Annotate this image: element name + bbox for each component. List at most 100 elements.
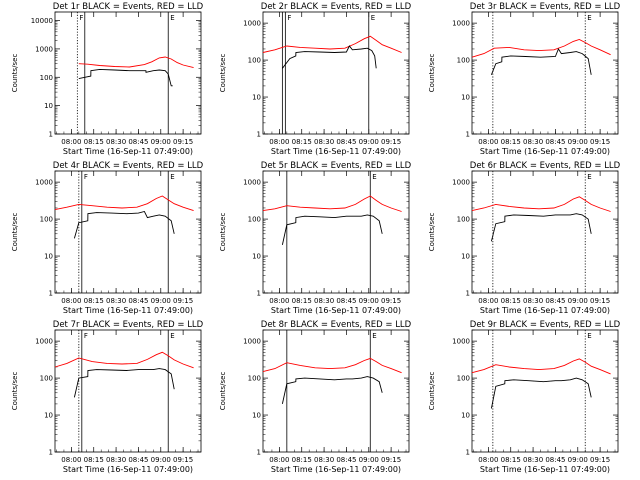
y-tick-label: 100: [248, 216, 261, 224]
chart-panel-1: Det 1r BLACK = Events, RED = LLD 1 10 100 10…: [11, 2, 204, 156]
x-tick-label: 08:00: [269, 138, 289, 146]
time-marker-label: F: [84, 173, 88, 181]
time-marker-label: E: [170, 14, 174, 22]
x-tick-label: 08:15: [501, 297, 521, 305]
y-tick-label: 1000: [452, 179, 470, 187]
x-tick-label: 09:00: [568, 297, 588, 305]
x-tick-label: 08:15: [84, 456, 104, 464]
time-marker-label: F: [79, 14, 83, 22]
x-tick-label: 09:15: [381, 297, 401, 305]
y-tick-label: 1000: [452, 338, 470, 346]
lld-series-line: [262, 35, 402, 53]
x-tick-label: 08:45: [336, 297, 356, 305]
events-series-line: [490, 48, 592, 75]
x-tick-label: 08:30: [106, 138, 126, 146]
events-series-line: [282, 45, 377, 69]
x-tick-label: 08:00: [61, 297, 81, 305]
x-tick-label: 08:45: [336, 138, 356, 146]
y-axis-label: Counts/sec: [219, 372, 227, 411]
lld-series-line: [78, 56, 194, 69]
chart-panel-2: Det 2r BLACK = Events, RED = LLD 1 10 100 10…: [219, 2, 412, 156]
y-tick-label: 10: [252, 94, 261, 102]
events-series-line: [78, 68, 173, 87]
chart-title: Det 4r BLACK = Events, RED = LLD: [53, 161, 204, 171]
y-axis-label: Counts/sec: [11, 213, 19, 252]
time-marker-label: E: [587, 332, 591, 340]
events-series-line: [281, 376, 383, 404]
y-tick-label: 1: [49, 290, 53, 298]
x-tick-label: 09:15: [590, 297, 610, 305]
y-axis-label: Counts/sec: [428, 54, 436, 93]
chart-panel-5: Det 5r BLACK = Events, RED = LLD 1 10 100 10…: [219, 161, 412, 315]
y-tick-label: 1: [466, 131, 470, 139]
x-axis-label: Start Time (16-Sep-11 07:49:00): [63, 465, 193, 474]
y-tick-label: 1: [466, 290, 470, 298]
time-marker-label: E: [587, 173, 591, 181]
time-marker-label: E: [372, 173, 376, 181]
x-tick-label: 09:15: [381, 138, 401, 146]
x-tick-label: 08:30: [523, 297, 543, 305]
time-marker-label: E: [371, 14, 375, 22]
chart-panel-4: Det 4r BLACK = Events, RED = LLD 1 10 100 10…: [11, 161, 204, 315]
x-tick-label: 08:30: [523, 138, 543, 146]
plot-frame: [54, 329, 202, 453]
x-tick-label: 09:15: [173, 456, 193, 464]
y-tick-label: 100: [40, 375, 53, 383]
y-tick-label: 1: [49, 131, 53, 139]
x-tick-label: 08:00: [478, 456, 498, 464]
x-tick-label: 08:30: [314, 456, 334, 464]
x-tick-label: 08:00: [61, 138, 81, 146]
lld-series-line: [471, 358, 611, 375]
lld-series-line: [262, 357, 402, 374]
events-series-line: [490, 213, 592, 242]
y-axis-label: Counts/sec: [428, 372, 436, 411]
x-axis-label: Start Time (16-Sep-11 07:49:00): [271, 147, 401, 156]
x-tick-label: 08:45: [128, 456, 148, 464]
y-tick-label: 1: [257, 449, 261, 457]
plot-frame: [471, 170, 619, 294]
x-tick-label: 09:15: [381, 456, 401, 464]
x-axis-label: Start Time (16-Sep-11 07:49:00): [63, 147, 193, 156]
y-axis-label: Counts/sec: [11, 372, 19, 411]
x-tick-label: 08:00: [61, 456, 81, 464]
x-tick-label: 08:00: [478, 138, 498, 146]
plot-frame: [262, 170, 410, 294]
y-tick-label: 10: [461, 412, 470, 420]
time-marker-label: F: [84, 332, 88, 340]
x-tick-label: 08:00: [269, 297, 289, 305]
x-tick-label: 08:15: [501, 456, 521, 464]
x-tick-label: 09:15: [173, 138, 193, 146]
x-tick-label: 08:15: [292, 456, 312, 464]
lld-series-line: [54, 195, 194, 212]
x-tick-label: 08:45: [545, 456, 565, 464]
y-tick-label: 100: [40, 216, 53, 224]
x-tick-label: 08:15: [84, 138, 104, 146]
y-tick-label: 1000: [243, 179, 261, 187]
x-tick-label: 09:00: [151, 456, 171, 464]
plot-frame: [262, 11, 410, 135]
x-tick-label: 08:45: [128, 138, 148, 146]
x-tick-label: 09:15: [590, 456, 610, 464]
x-axis-label: Start Time (16-Sep-11 07:49:00): [480, 147, 610, 156]
chart-title: Det 5r BLACK = Events, RED = LLD: [261, 161, 412, 171]
x-axis-label: Start Time (16-Sep-11 07:49:00): [480, 465, 610, 474]
x-axis-label: Start Time (16-Sep-11 07:49:00): [271, 465, 401, 474]
x-axis-label: Start Time (16-Sep-11 07:49:00): [271, 306, 401, 315]
x-tick-label: 08:30: [523, 456, 543, 464]
chart-panel-6: Det 6r BLACK = Events, RED = LLD 1 10 100 10…: [428, 161, 621, 315]
y-tick-label: 1: [257, 131, 261, 139]
events-series-line: [73, 368, 175, 398]
y-tick-label: 10: [252, 253, 261, 261]
x-tick-label: 09:00: [568, 138, 588, 146]
x-tick-label: 09:00: [151, 297, 171, 305]
chart-title: Det 7r BLACK = Events, RED = LLD: [53, 320, 204, 330]
x-tick-label: 09:00: [359, 138, 379, 146]
events-series-line: [490, 377, 592, 409]
x-tick-label: 09:15: [590, 138, 610, 146]
x-tick-label: 08:30: [106, 297, 126, 305]
events-series-line: [281, 214, 383, 245]
y-tick-label: 100: [457, 57, 470, 65]
x-tick-label: 08:15: [292, 138, 312, 146]
x-tick-label: 08:45: [128, 297, 148, 305]
